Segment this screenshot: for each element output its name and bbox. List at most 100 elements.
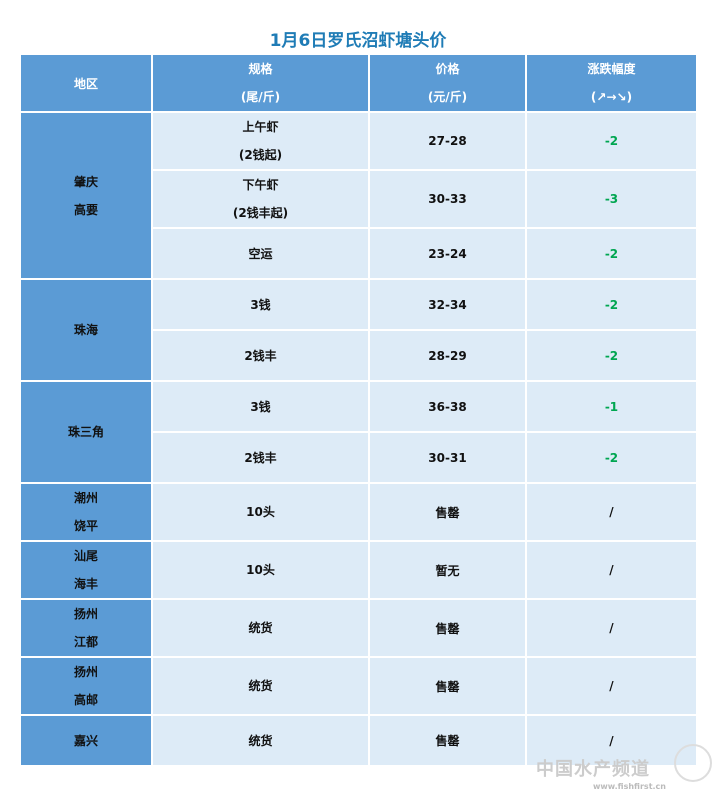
spec-cell: 统货	[151, 598, 370, 658]
region-name: 扬州	[73, 607, 98, 621]
header-price: 价格 (元/斤)	[368, 53, 527, 113]
spec-text: 10头	[246, 505, 275, 519]
table-row: 珠三角 3钱 36-38 -1	[19, 380, 698, 484]
price-cell: 售罄	[368, 598, 527, 658]
spec-cell: 3钱	[151, 380, 370, 433]
region-cell: 珠三角	[19, 380, 153, 484]
spec-text: 3钱	[250, 297, 271, 312]
price-cell: 暂无	[368, 540, 527, 600]
change-cell: -3	[525, 169, 698, 229]
change-cell: -2	[525, 431, 698, 484]
price-cell: 36-38	[368, 380, 527, 433]
spec-text: 2钱丰	[244, 450, 277, 465]
table-row: 2钱丰 28-29 -2	[20, 329, 698, 382]
spec-cell: 空运	[151, 227, 370, 280]
region-name: 江都	[73, 635, 98, 649]
region-name: 海丰	[73, 577, 98, 591]
spec-cell: 2钱丰	[151, 329, 370, 382]
table-row: 肇庆 高要 上午虾 (2钱起) 27-28 -2	[19, 111, 698, 280]
spec-text: 统货	[248, 621, 273, 635]
region-name: 珠海	[73, 323, 98, 337]
header-change-label: 涨跌幅度	[587, 62, 636, 76]
region-name: 珠三角	[67, 425, 104, 439]
region-cell: 肇庆 高要	[19, 111, 153, 280]
change-cell: -2	[525, 278, 698, 331]
change-cell: -1	[525, 380, 698, 433]
spec-text: 下午虾	[242, 178, 279, 192]
price-cell: 售罄	[368, 482, 527, 542]
price-cell: 32-34	[368, 278, 527, 331]
table-row: 嘉兴 统货 售罄 /	[19, 714, 698, 767]
price-cell: 23-24	[368, 227, 527, 280]
table-row: 扬州江都 统货 售罄 /	[19, 598, 698, 658]
spec-text: 上午虾	[242, 120, 279, 134]
spec-cell: 统货	[151, 714, 370, 767]
price-table: 地区 规格 (尾/斤) 价格 (元/斤) 涨跌幅度 (↗→↘) 肇庆高要 上午虾 (2钱起…	[19, 53, 698, 767]
region-name: 汕尾	[73, 549, 98, 563]
header-price-unit: (元/斤)	[427, 90, 468, 104]
spec-text: 2钱丰	[244, 348, 277, 363]
change-cell: -2	[525, 111, 698, 171]
price-cell: 28-29	[368, 329, 527, 382]
change-cell: -2	[525, 329, 698, 382]
watermark-url: www.fishfirst.cn	[592, 782, 666, 791]
region-name: 潮州	[73, 491, 98, 505]
region-name: 肇庆	[73, 174, 98, 189]
change-cell: -2	[525, 227, 698, 280]
spec-text: 3钱	[250, 399, 271, 414]
region-name: 扬州	[73, 665, 98, 679]
spec-text: 10头	[246, 563, 275, 577]
table-row: 珠海 3钱 32-34 -2	[19, 278, 698, 382]
region-name: 高要	[73, 202, 98, 217]
header-change-unit: (↗→↘)	[590, 90, 633, 104]
region-name: 高邮	[73, 693, 98, 707]
spec-cell: 3钱	[151, 278, 370, 331]
header-spec-label: 规格	[248, 62, 273, 76]
spec-text: 统货	[248, 679, 273, 693]
change-cell: /	[525, 482, 698, 542]
table-row: 汕尾海丰 10头 暂无 /	[19, 540, 698, 600]
header-spec: 规格 (尾/斤)	[151, 53, 370, 113]
table-body: 肇庆 高要 上午虾 (2钱起) 27-28 -2 下午虾 (2钱丰起) 30-33 -3 空运 23-…	[19, 111, 698, 767]
region-cell: 汕尾 海丰	[19, 540, 153, 600]
table-row: 空运 23-24 -2	[20, 227, 698, 280]
spec-cell: 下午虾 (2钱丰起)	[151, 169, 370, 229]
spec-cell: 统货	[151, 656, 370, 716]
spec-cell: 2钱丰	[151, 431, 370, 484]
region-cell: 潮州 饶平	[19, 482, 153, 542]
spec-text: (2钱起)	[238, 148, 283, 162]
watermark-name: 中国水产频道	[536, 759, 650, 780]
watermark-globe-icon	[674, 744, 712, 782]
table-row: 扬州高邮 统货 售罄 /	[19, 656, 698, 716]
spec-text: (2钱丰起)	[232, 206, 289, 220]
table-row: 下午虾 (2钱丰起) 30-33 -3	[20, 169, 698, 229]
table-row: 2钱丰 30-31 -2	[20, 431, 698, 484]
region-cell: 珠海	[19, 278, 153, 382]
header-spec-unit: (尾/斤)	[240, 90, 281, 104]
header-row: 地区 规格 (尾/斤) 价格 (元/斤) 涨跌幅度 (↗→↘)	[19, 53, 698, 113]
region-cell: 扬州 高邮	[19, 656, 153, 716]
watermark: 中国水产频道 www.fishfirst.cn	[536, 759, 666, 792]
price-cell: 售罄	[368, 656, 527, 716]
header-price-label: 价格	[435, 62, 460, 76]
price-cell: 30-33	[368, 169, 527, 229]
table-row: 潮州饶平 10头 售罄 /	[19, 482, 698, 542]
change-cell: /	[525, 540, 698, 600]
spec-cell: 10头	[151, 540, 370, 600]
region-name: 饶平	[73, 519, 98, 533]
header-region: 地区	[19, 53, 153, 113]
spec-cell: 上午虾 (2钱起)	[151, 111, 370, 171]
header-change: 涨跌幅度 (↗→↘)	[525, 53, 698, 113]
price-cell: 27-28	[368, 111, 527, 171]
region-name: 嘉兴	[73, 733, 98, 748]
region-cell: 嘉兴	[19, 714, 153, 767]
change-cell: /	[525, 714, 698, 767]
spec-text: 空运	[248, 246, 273, 261]
spec-text: 统货	[248, 733, 273, 748]
region-cell: 扬州 江都	[19, 598, 153, 658]
page-title: 1月6日罗氏沼虾塘头价	[269, 31, 447, 51]
spec-cell: 10头	[151, 482, 370, 542]
change-cell: /	[525, 656, 698, 716]
change-cell: /	[525, 598, 698, 658]
price-cell: 售罄	[368, 714, 527, 767]
